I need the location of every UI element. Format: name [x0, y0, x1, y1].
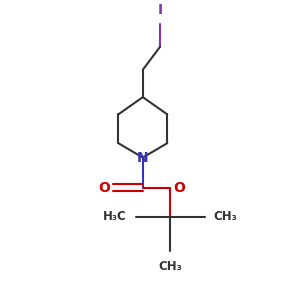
Text: O: O [98, 181, 110, 195]
Text: CH₃: CH₃ [158, 260, 182, 273]
Text: H₃C: H₃C [103, 210, 127, 223]
Text: CH₃: CH₃ [213, 210, 237, 223]
Text: I: I [158, 2, 163, 16]
Text: O: O [173, 181, 185, 195]
Text: N: N [137, 151, 148, 165]
